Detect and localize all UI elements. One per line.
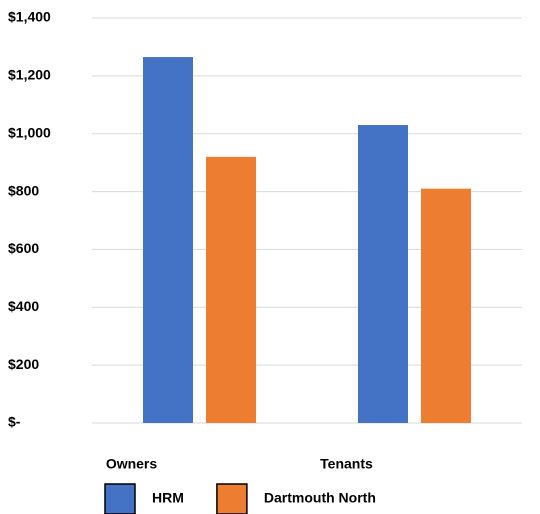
bar	[206, 156, 256, 423]
legend-swatch	[216, 483, 248, 514]
x-tick-label: Tenants	[320, 456, 373, 472]
y-tick-label: $-	[8, 414, 21, 430]
legend-label: Dartmouth North	[264, 490, 376, 506]
y-tick-label: $600	[8, 240, 39, 256]
legend-swatch	[104, 483, 136, 514]
y-tick-label: $1,000	[8, 124, 51, 140]
y-tick-label: $200	[8, 356, 39, 372]
bar	[143, 57, 193, 424]
x-tick-label: Owners	[106, 456, 158, 472]
y-tick-label: $400	[8, 298, 39, 314]
bar	[358, 125, 408, 424]
y-tick-label: $800	[8, 182, 39, 198]
legend-label: HRM	[152, 490, 184, 506]
y-tick-label: $1,200	[8, 67, 51, 83]
bar	[421, 188, 471, 423]
y-tick-label: $1,400	[8, 9, 51, 25]
